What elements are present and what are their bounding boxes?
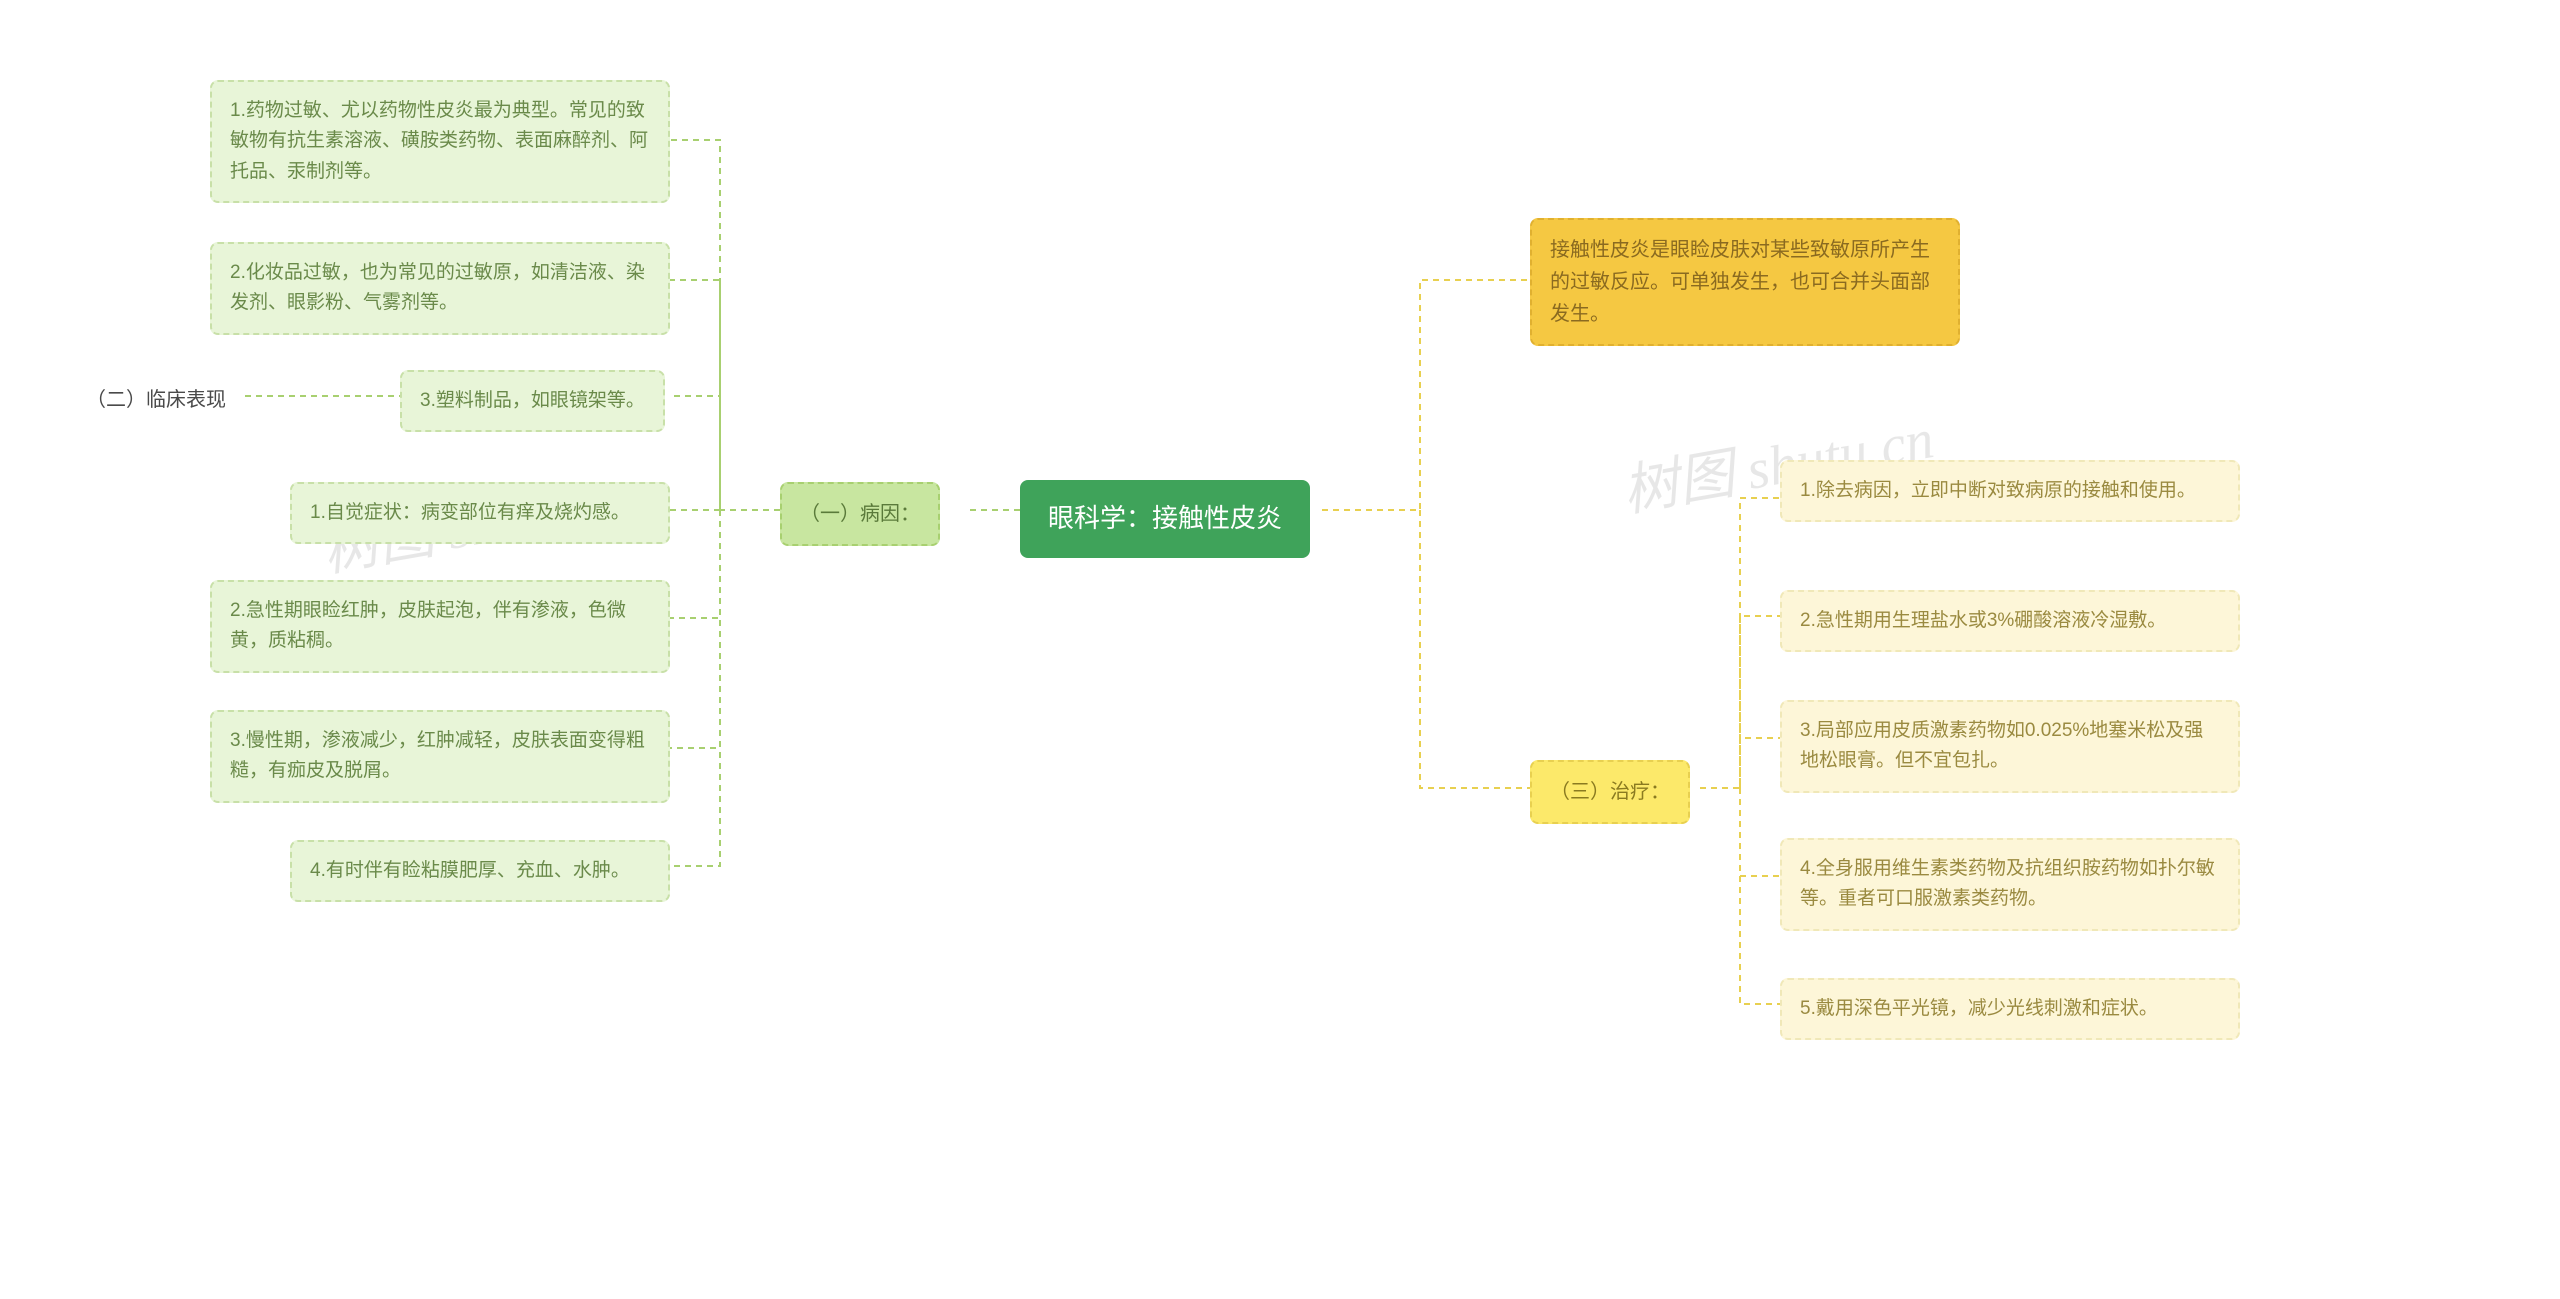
leaf-cause-1[interactable]: 1.药物过敏、尤以药物性皮炎最为典型。常见的致敏物有抗生素溶液、磺胺类药物、表面… <box>210 80 670 203</box>
leaf-cause-2[interactable]: 2.化妆品过敏，也为常见的过敏原，如清洁液、染发剂、眼影粉、气雾剂等。 <box>210 242 670 335</box>
leaf-symptom-1[interactable]: 1.自觉症状：病变部位有痒及烧灼感。 <box>290 482 670 544</box>
leaf-treat-3[interactable]: 3.局部应用皮质激素药物如0.025%地塞米松及强地松眼膏。但不宜包扎。 <box>1780 700 2240 793</box>
leaf-symptom-4[interactable]: 4.有时伴有睑粘膜肥厚、充血、水肿。 <box>290 840 670 902</box>
leaf-treat-4[interactable]: 4.全身服用维生素类药物及抗组织胺药物如扑尔敏等。重者可口服激素类药物。 <box>1780 838 2240 931</box>
leaf-symptom-3[interactable]: 3.慢性期，渗液减少，红肿减轻，皮肤表面变得粗糙，有痂皮及脱屑。 <box>210 710 670 803</box>
leaf-treat-5[interactable]: 5.戴用深色平光镜，减少光线刺激和症状。 <box>1780 978 2240 1040</box>
leaf-treat-1[interactable]: 1.除去病因，立即中断对致病原的接触和使用。 <box>1780 460 2240 522</box>
leaf-cause-3[interactable]: 3.塑料制品，如眼镜架等。 <box>400 370 665 432</box>
leaf-symptom-2[interactable]: 2.急性期眼睑红肿，皮肤起泡，伴有渗液，色微黄，质粘稠。 <box>210 580 670 673</box>
branch-treatment[interactable]: （三）治疗： <box>1530 760 1690 824</box>
branch-causes[interactable]: （一）病因： <box>780 482 940 546</box>
central-topic[interactable]: 眼科学：接触性皮炎 <box>1020 480 1310 558</box>
branch-clinical[interactable]: （二）临床表现 <box>80 370 232 430</box>
leaf-treat-2[interactable]: 2.急性期用生理盐水或3%硼酸溶液冷湿敷。 <box>1780 590 2240 652</box>
branch-definition[interactable]: 接触性皮炎是眼睑皮肤对某些致敏原所产生的过敏反应。可单独发生，也可合并头面部发生… <box>1530 218 1960 346</box>
